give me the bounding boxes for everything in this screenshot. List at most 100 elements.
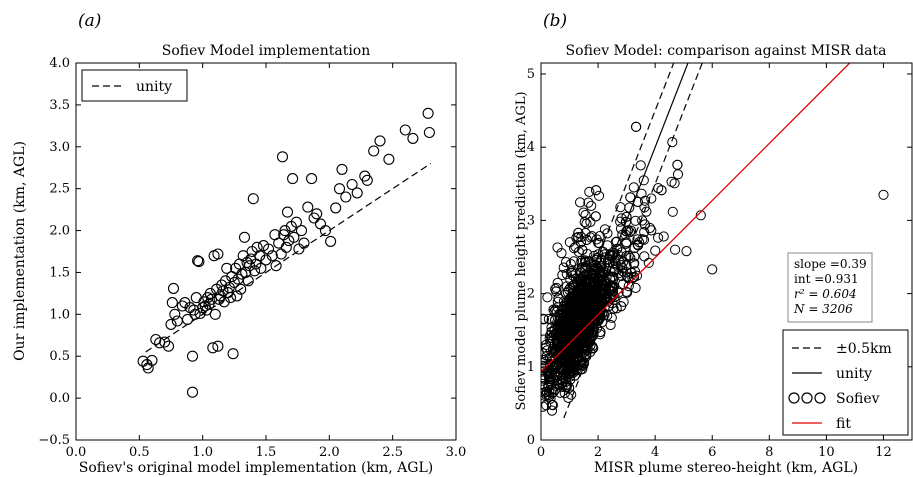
panel-b-point	[627, 272, 638, 284]
panel-a-ytick-label: 3.5	[49, 98, 70, 113]
panel-b-ytick-label: 2	[527, 287, 535, 302]
panel-b-label: (b)	[543, 11, 567, 31]
panel-b-point	[628, 258, 639, 269]
panel-a-point	[186, 350, 199, 362]
panel-b-point	[570, 268, 581, 279]
panel-b-point	[551, 282, 562, 293]
panel-b-point	[543, 369, 554, 380]
panel-a-point	[198, 296, 210, 308]
panel-a-point	[361, 174, 373, 186]
panel-a-point	[266, 250, 278, 262]
panel-a-point	[194, 307, 206, 320]
panel-b-ytick-label: 4	[527, 140, 535, 155]
panel-a-point	[218, 296, 230, 308]
panel-b-ytick-label: 5	[527, 67, 535, 82]
panel-b-point	[544, 358, 555, 370]
panel-b-point	[594, 238, 605, 249]
panel-b-point	[553, 293, 564, 304]
panel-a-point	[146, 354, 158, 366]
panel-b-point	[565, 259, 577, 270]
panel-b-point	[615, 202, 626, 213]
panel-a-point	[190, 292, 202, 304]
panel-b-xtick-label: 2	[594, 445, 602, 460]
panel-b-point	[557, 269, 568, 281]
panel-b-point	[613, 254, 624, 265]
panel-b-point	[628, 271, 640, 283]
panel-a-point	[254, 250, 266, 262]
panel-a-point	[336, 163, 348, 175]
panel-b-point	[621, 260, 632, 271]
panel-b-legend-pm-label: ±0.5km	[836, 341, 892, 357]
panel-a: (a) Sofiev Model implementation 0.0 0.5 1.…	[12, 11, 466, 476]
panel-b-point	[572, 289, 583, 300]
panel-a-point	[279, 225, 291, 237]
panel-b-point	[707, 264, 718, 275]
panel-b-point	[630, 282, 641, 293]
panel-a-point	[212, 248, 224, 260]
panel-a-point	[165, 318, 177, 330]
panel-b-point	[563, 392, 574, 403]
panel-b-stat-r2: r² = 0.604	[794, 287, 857, 301]
panel-b-point	[605, 273, 616, 284]
panel-a-point	[280, 241, 292, 253]
panel-b-point	[556, 321, 567, 332]
panel-b-point	[621, 238, 632, 249]
panel-b-point	[575, 237, 587, 248]
panel-b-point	[582, 300, 594, 311]
panel-b-legend-fit-label: fit	[836, 416, 851, 432]
panel-a-point	[302, 201, 314, 213]
panel-a-point	[212, 340, 224, 352]
panel-b-xtick-label: 8	[765, 445, 773, 460]
panel-b-point	[552, 330, 564, 341]
panel-b-point	[566, 296, 577, 307]
panel-b-ytick-label: 3	[527, 213, 535, 228]
panel-b-point	[592, 252, 603, 264]
panel-b-point	[569, 243, 580, 254]
panel-b-point	[656, 185, 667, 196]
panel-b-ytick-label: 1	[527, 360, 535, 375]
panel-b-point	[618, 278, 629, 290]
panel-b-fit-line	[541, 63, 851, 373]
panel-a-point	[216, 279, 228, 291]
panel-a-point	[255, 262, 267, 274]
panel-a-point	[237, 250, 249, 262]
panel-a-point	[203, 298, 215, 310]
panel-a-point	[200, 304, 213, 316]
panel-b-point	[557, 381, 568, 392]
panel-a-point	[238, 231, 251, 243]
panel-a-point	[192, 255, 204, 267]
panel-b-point	[581, 218, 592, 229]
panel-a-xlabel: Sofiev's original model implementation (…	[79, 460, 433, 476]
panel-b-point	[570, 326, 581, 337]
panel-b-point	[578, 207, 589, 218]
panel-a-point	[221, 262, 233, 274]
panel-b-point	[628, 182, 639, 193]
panel-b-point	[564, 382, 575, 393]
panel-b-plus-half-line	[563, 63, 675, 346]
panel-b-point	[621, 267, 632, 278]
panel-b-point	[639, 195, 651, 206]
panel-b-point	[666, 176, 677, 187]
panel-a-point	[230, 262, 242, 274]
panel-b-point	[569, 370, 580, 381]
panel-a-xtick-label: 2.0	[319, 445, 340, 460]
panel-b-point	[558, 346, 569, 357]
panel-b-point	[577, 244, 588, 255]
panel-a-point	[325, 235, 337, 247]
panel-b-point	[672, 159, 683, 170]
panel-b-point	[633, 240, 644, 251]
panel-a-point	[209, 308, 221, 320]
panel-b-point	[585, 324, 596, 335]
panel-b-legend-unity-label: unity	[836, 366, 872, 382]
panel-a-ytick-label: 4.0	[49, 56, 70, 71]
panel-b-point	[570, 338, 581, 350]
panel-b-point	[560, 257, 572, 268]
panel-b-point	[878, 189, 889, 200]
panel-a-point	[374, 135, 386, 147]
panel-a-point	[260, 254, 272, 266]
panel-b-point	[568, 367, 579, 378]
panel-a-ytick-label: 0.5	[49, 349, 70, 364]
panel-b-point	[623, 281, 634, 292]
panel-a-point	[262, 243, 275, 255]
panel-b-point	[582, 293, 593, 304]
